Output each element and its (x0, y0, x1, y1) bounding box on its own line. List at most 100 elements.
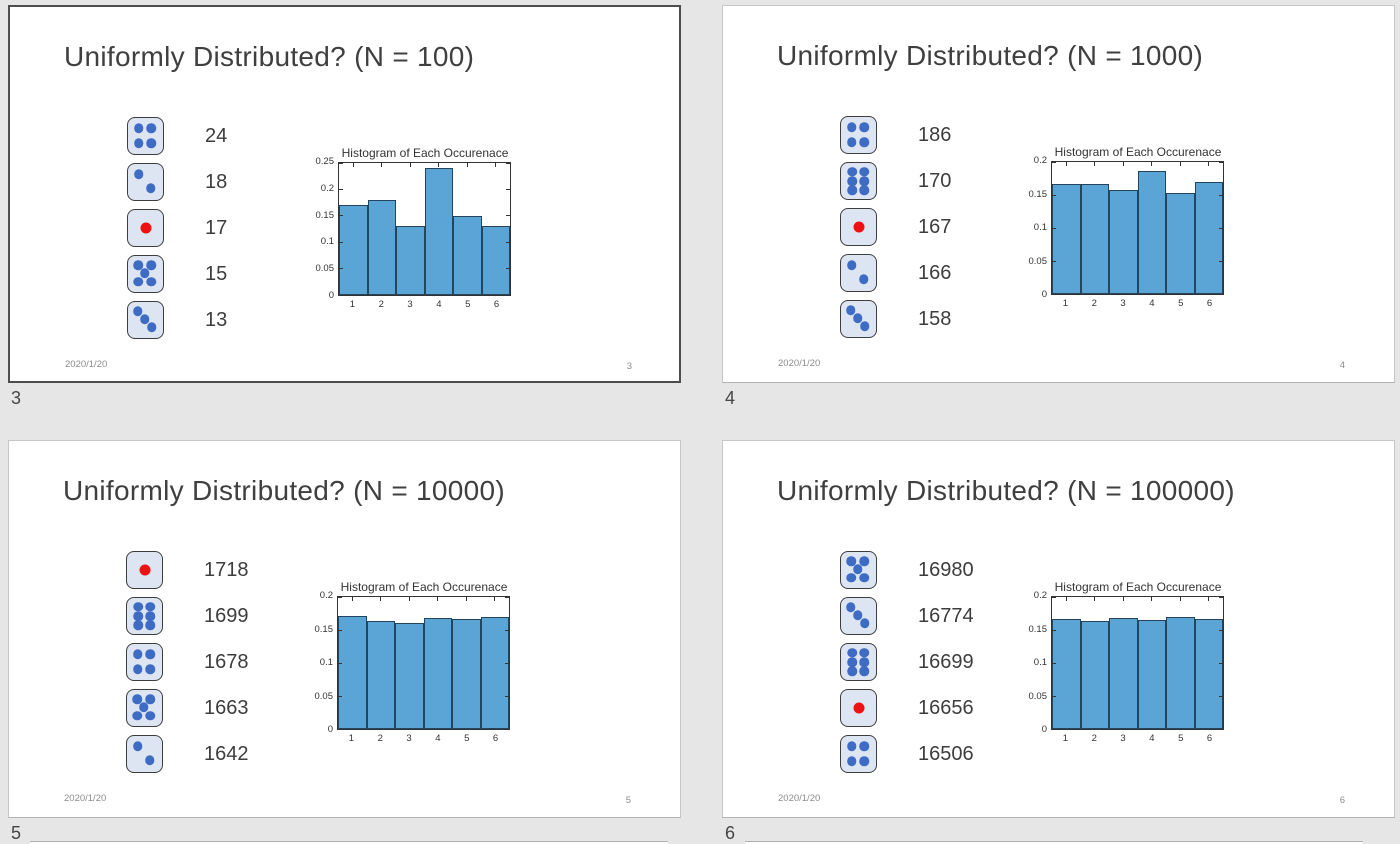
x-tick-mark (380, 597, 382, 601)
die-pip (145, 620, 155, 631)
die-pip (860, 321, 870, 331)
histogram-bar (1137, 171, 1166, 294)
x-tick-mark (465, 597, 467, 601)
slide-page-number: 3 (626, 361, 632, 372)
die-pip (147, 322, 157, 332)
y-tick-mark (339, 188, 343, 190)
x-tick-label: 3 (1120, 298, 1126, 309)
next-row-slide-edge (745, 841, 1363, 844)
die-pip (145, 694, 156, 705)
die-pip (145, 601, 155, 612)
die-pip (139, 564, 150, 576)
y-tick-mark (1219, 260, 1223, 262)
y-tick-mark (1219, 662, 1223, 664)
y-tick-label: 0.2 (1033, 155, 1047, 166)
die-pip (859, 666, 869, 677)
y-tick-label: 0.2 (319, 590, 333, 601)
x-tick-mark (1208, 597, 1210, 601)
die-pip (145, 649, 156, 659)
die-row: 17 (127, 209, 327, 247)
die-4-icon (127, 117, 164, 155)
die-count: 18 (205, 171, 228, 193)
x-tick-mark (1122, 597, 1124, 601)
y-tick-mark (1219, 728, 1223, 730)
die-pip (133, 620, 143, 631)
x-tick-mark (438, 163, 440, 167)
die-pip (140, 268, 150, 279)
histogram-bar (1194, 181, 1223, 294)
slide-thumbnail[interactable]: Uniformly Distributed? (N = 100) 24 18 17 15… (8, 5, 681, 383)
histogram-bar (424, 168, 453, 295)
x-tick-label: 4 (1149, 298, 1155, 309)
y-tick-mark (506, 268, 510, 270)
die-pip (860, 618, 870, 628)
y-tick-label: 0.05 (315, 263, 335, 275)
y-tick-mark (505, 596, 509, 598)
x-tick-label: 1 (1062, 733, 1069, 744)
die-pip (134, 138, 144, 148)
dice-list: 1718 1699 1678 1663 1642 (126, 551, 326, 781)
x-tick-mark (1179, 597, 1181, 601)
die-pip (859, 274, 869, 285)
y-tick-mark (1052, 260, 1056, 262)
x-tick-mark (494, 597, 496, 601)
y-tick-mark (506, 188, 510, 190)
die-pip (846, 602, 856, 613)
x-tick-mark (1151, 597, 1153, 601)
dice-list: 16980 16774 16699 16656 16506 (840, 551, 1040, 781)
y-tick-mark (339, 241, 343, 243)
die-count: 1663 (204, 697, 249, 719)
die-1-icon (840, 689, 877, 727)
die-pip (853, 610, 863, 621)
die-pip (134, 123, 144, 133)
y-tick-label: 0 (327, 724, 333, 735)
die-count: 167 (918, 216, 952, 238)
die-count: 158 (918, 308, 952, 330)
die-pip (859, 122, 870, 132)
die-row: 158 (840, 300, 1040, 338)
slide-thumbnail[interactable]: Uniformly Distributed? (N = 10000) 1718 16… (8, 440, 681, 818)
slide-thumbnail[interactable]: Uniformly Distributed? (N = 1000) 186 170 1… (722, 5, 1395, 383)
die-pip (133, 277, 143, 287)
die-count: 16980 (918, 559, 974, 581)
y-tick-mark (1219, 194, 1223, 196)
x-tick-mark (466, 163, 468, 167)
histogram-chart: Histogram of Each Occurenace 0 0.05 0.1 0.15… (299, 580, 519, 752)
die-pip (146, 123, 157, 133)
die-pip (846, 260, 857, 270)
histogram-bar (423, 618, 452, 729)
chart-title: Histogram of Each Occurenace (340, 580, 508, 594)
die-4-icon (840, 735, 877, 773)
y-tick-mark (505, 629, 509, 631)
die-count: 17 (205, 217, 228, 239)
die-pip (847, 122, 857, 132)
y-tick-mark (1052, 596, 1056, 598)
y-tick-mark (1052, 227, 1056, 229)
y-tick-mark (505, 728, 509, 730)
die-pip (859, 176, 869, 186)
x-tick-label: 6 (1206, 298, 1213, 309)
histogram-bar (396, 226, 425, 295)
histogram-bar (339, 205, 368, 295)
chart-title: Histogram of Each Occurenace (1054, 580, 1222, 594)
x-tick-label: 6 (492, 733, 499, 744)
y-tick-label: 0.15 (1028, 188, 1048, 200)
die-count: 1699 (204, 605, 249, 627)
y-tick-mark (338, 662, 342, 664)
die-pip (853, 221, 864, 233)
die-pip (853, 313, 863, 324)
die-pip (146, 138, 157, 148)
die-pip (133, 306, 143, 317)
slide-thumbnail[interactable]: Uniformly Distributed? (N = 100000) 16980… (722, 440, 1395, 818)
dice-list: 186 170 167 166 158 (840, 116, 1040, 346)
histogram-bar (1052, 183, 1081, 294)
die-row: 1718 (126, 551, 326, 589)
die-pip (146, 277, 157, 287)
histogram-bar (395, 623, 424, 729)
x-tick-mark (1065, 162, 1067, 166)
y-tick-mark (1052, 695, 1056, 697)
x-tick-label: 3 (407, 299, 413, 310)
y-tick-mark (1219, 161, 1223, 163)
die-row: 1699 (126, 597, 326, 635)
next-row-slide-edge (30, 841, 668, 844)
